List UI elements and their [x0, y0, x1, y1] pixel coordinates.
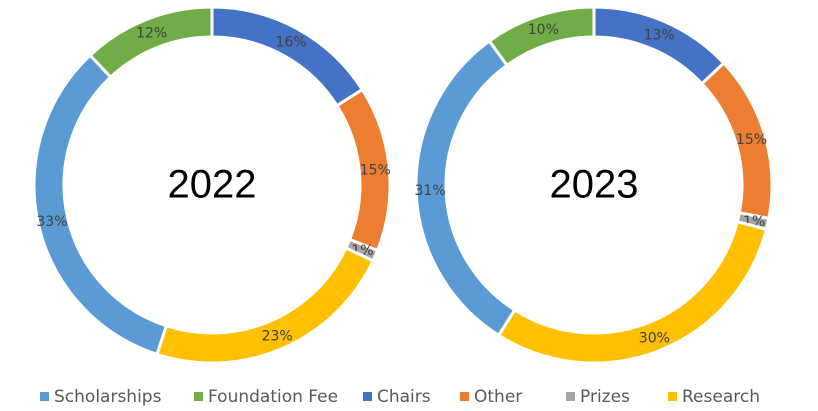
- legend-label: Research: [682, 387, 760, 407]
- legend-swatch: [40, 392, 49, 401]
- legend-label: Scholarships: [54, 387, 162, 407]
- center-title: 2022: [168, 163, 257, 207]
- data-label: 33%: [36, 214, 67, 230]
- legend-swatch: [566, 392, 575, 401]
- donut-slice: [155, 246, 376, 365]
- data-label: 31%: [415, 183, 446, 199]
- legend-label: Other: [474, 387, 522, 407]
- data-label: 16%: [275, 34, 306, 50]
- data-label: 10%: [528, 22, 559, 38]
- donut-slice: [210, 5, 365, 108]
- legend-swatch: [194, 392, 203, 401]
- legend-label: Chairs: [377, 387, 431, 407]
- legend-label: Prizes: [580, 387, 630, 407]
- data-label: 30%: [639, 330, 670, 346]
- donut-slice: [88, 5, 214, 80]
- data-label: 23%: [262, 329, 293, 345]
- donut-slice: [496, 219, 769, 365]
- legend-swatch: [460, 392, 469, 401]
- donut-slice: [487, 5, 596, 68]
- donut-slice: [592, 5, 726, 86]
- center-title: 2023: [550, 163, 639, 207]
- data-label: 12%: [136, 26, 167, 42]
- donut-slice: [32, 53, 169, 357]
- legend-label: Foundation Fee: [208, 387, 338, 407]
- data-label: 13%: [644, 27, 675, 43]
- legend-swatch: [363, 392, 372, 401]
- data-label: 15%: [360, 163, 391, 179]
- data-label: 15%: [736, 132, 767, 148]
- legend-swatch: [668, 392, 677, 401]
